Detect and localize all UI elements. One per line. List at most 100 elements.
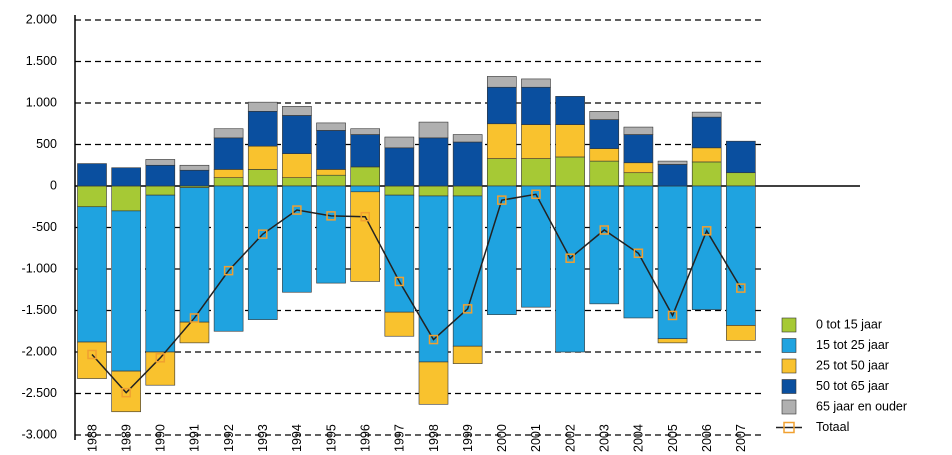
total-marker	[667, 310, 678, 321]
bar-segment	[282, 106, 312, 116]
total-marker	[189, 313, 200, 323]
x-tick-label: 2004	[632, 424, 646, 452]
bar-segment	[179, 187, 210, 323]
total-marker	[258, 229, 268, 239]
bar-segment	[657, 160, 688, 165]
x-tick-label: 2005	[666, 424, 680, 452]
bar-segment	[145, 159, 176, 166]
bar-segment	[452, 141, 483, 187]
bar-segment	[521, 158, 551, 187]
x-tick-label: 2003	[598, 424, 612, 452]
bar-segment	[486, 185, 517, 315]
x-tick-label: 1995	[324, 424, 338, 452]
x-tick-label: 2007	[734, 424, 748, 452]
bar-segment	[623, 162, 654, 174]
bar-segment	[384, 147, 415, 187]
bar-segment	[623, 185, 654, 319]
x-tick-label: 2002	[563, 424, 577, 452]
total-marker	[462, 304, 473, 314]
bar-segment	[213, 128, 244, 139]
bar-segment	[486, 158, 517, 187]
y-tick-label: -2.500	[22, 386, 57, 400]
total-marker	[701, 226, 712, 236]
bar-segment	[452, 134, 483, 143]
bar-segment	[350, 128, 381, 135]
y-tick-label: 1.500	[26, 54, 57, 68]
y-tick-label: 500	[36, 137, 57, 151]
bar-segment	[486, 123, 517, 159]
bar-segment	[623, 126, 654, 135]
bar-segment	[111, 210, 141, 372]
bar-segment	[247, 145, 278, 170]
x-tick-label: 1991	[188, 424, 202, 452]
bar-segment	[589, 111, 620, 120]
bar-segment	[418, 137, 449, 187]
bar-segment	[589, 119, 620, 149]
bar-segment	[452, 195, 483, 347]
bar-segment	[521, 124, 551, 159]
bar-segment	[77, 185, 107, 208]
bar-segment	[555, 156, 585, 187]
bar-segment	[247, 101, 278, 112]
total-marker	[428, 334, 439, 345]
bar-segment	[623, 172, 654, 187]
y-tick-label: 1.000	[26, 95, 57, 109]
legend-label: 15 tot 25 jaar	[816, 338, 889, 352]
bar-segment	[691, 111, 722, 118]
bar-segment	[726, 325, 756, 341]
bar-segment	[726, 172, 756, 187]
total-marker	[565, 253, 575, 263]
bar-segment	[350, 185, 381, 193]
total-marker	[394, 276, 405, 287]
bar-segment	[418, 361, 449, 405]
total-marker	[87, 349, 97, 360]
total-marker	[736, 283, 746, 293]
total-marker	[155, 353, 166, 363]
y-tick-label: -2.000	[22, 344, 57, 358]
bar-segment	[247, 185, 278, 320]
legend-swatch	[781, 338, 797, 353]
y-tick-label: 0	[50, 178, 57, 192]
bar-segment	[111, 370, 141, 413]
x-tick-label: 2006	[700, 424, 714, 452]
bar-segment	[691, 147, 722, 163]
legend-label: 25 tot 50 jaar	[816, 358, 889, 372]
x-tick-label: 1992	[222, 424, 236, 452]
x-tick-label: 1989	[119, 424, 133, 452]
bar-segment	[350, 134, 381, 168]
y-tick-label: -1.500	[22, 303, 57, 317]
y-tick-label: -1.000	[22, 261, 57, 275]
bar-segment	[179, 321, 210, 344]
bar-segment	[316, 169, 346, 176]
legend-swatch	[781, 358, 797, 374]
legend-label: 50 tot 65 jaar	[816, 379, 889, 393]
legend-label: 65 jaar en ouder	[816, 399, 907, 413]
x-tick-label: 2000	[495, 424, 509, 452]
bar-segment	[145, 185, 176, 196]
bar-segment	[418, 195, 449, 363]
bar-segment	[282, 115, 312, 154]
total-marker	[633, 248, 644, 258]
bar-segment	[145, 164, 176, 187]
bar-segment	[589, 160, 620, 187]
legend-swatch	[781, 379, 797, 394]
bar-segment	[384, 136, 415, 149]
total-marker	[497, 195, 507, 205]
bar-segment	[657, 338, 688, 344]
bar-segment	[384, 185, 415, 196]
bar-segment	[384, 194, 415, 313]
bar-segment	[247, 169, 278, 187]
bar-segment	[555, 96, 585, 125]
bar-segment	[213, 169, 244, 178]
x-tick-label: 1996	[358, 424, 372, 452]
bar-segment	[282, 153, 312, 179]
bar-segment	[486, 86, 517, 125]
legend-marker	[783, 421, 795, 434]
legend-label: 0 tot 15 jaar	[816, 317, 882, 331]
bar-segment	[418, 121, 449, 139]
bar-segment	[418, 185, 449, 197]
legend-swatch	[781, 317, 797, 333]
bar-segment	[691, 116, 722, 149]
bar-segment	[213, 177, 244, 187]
